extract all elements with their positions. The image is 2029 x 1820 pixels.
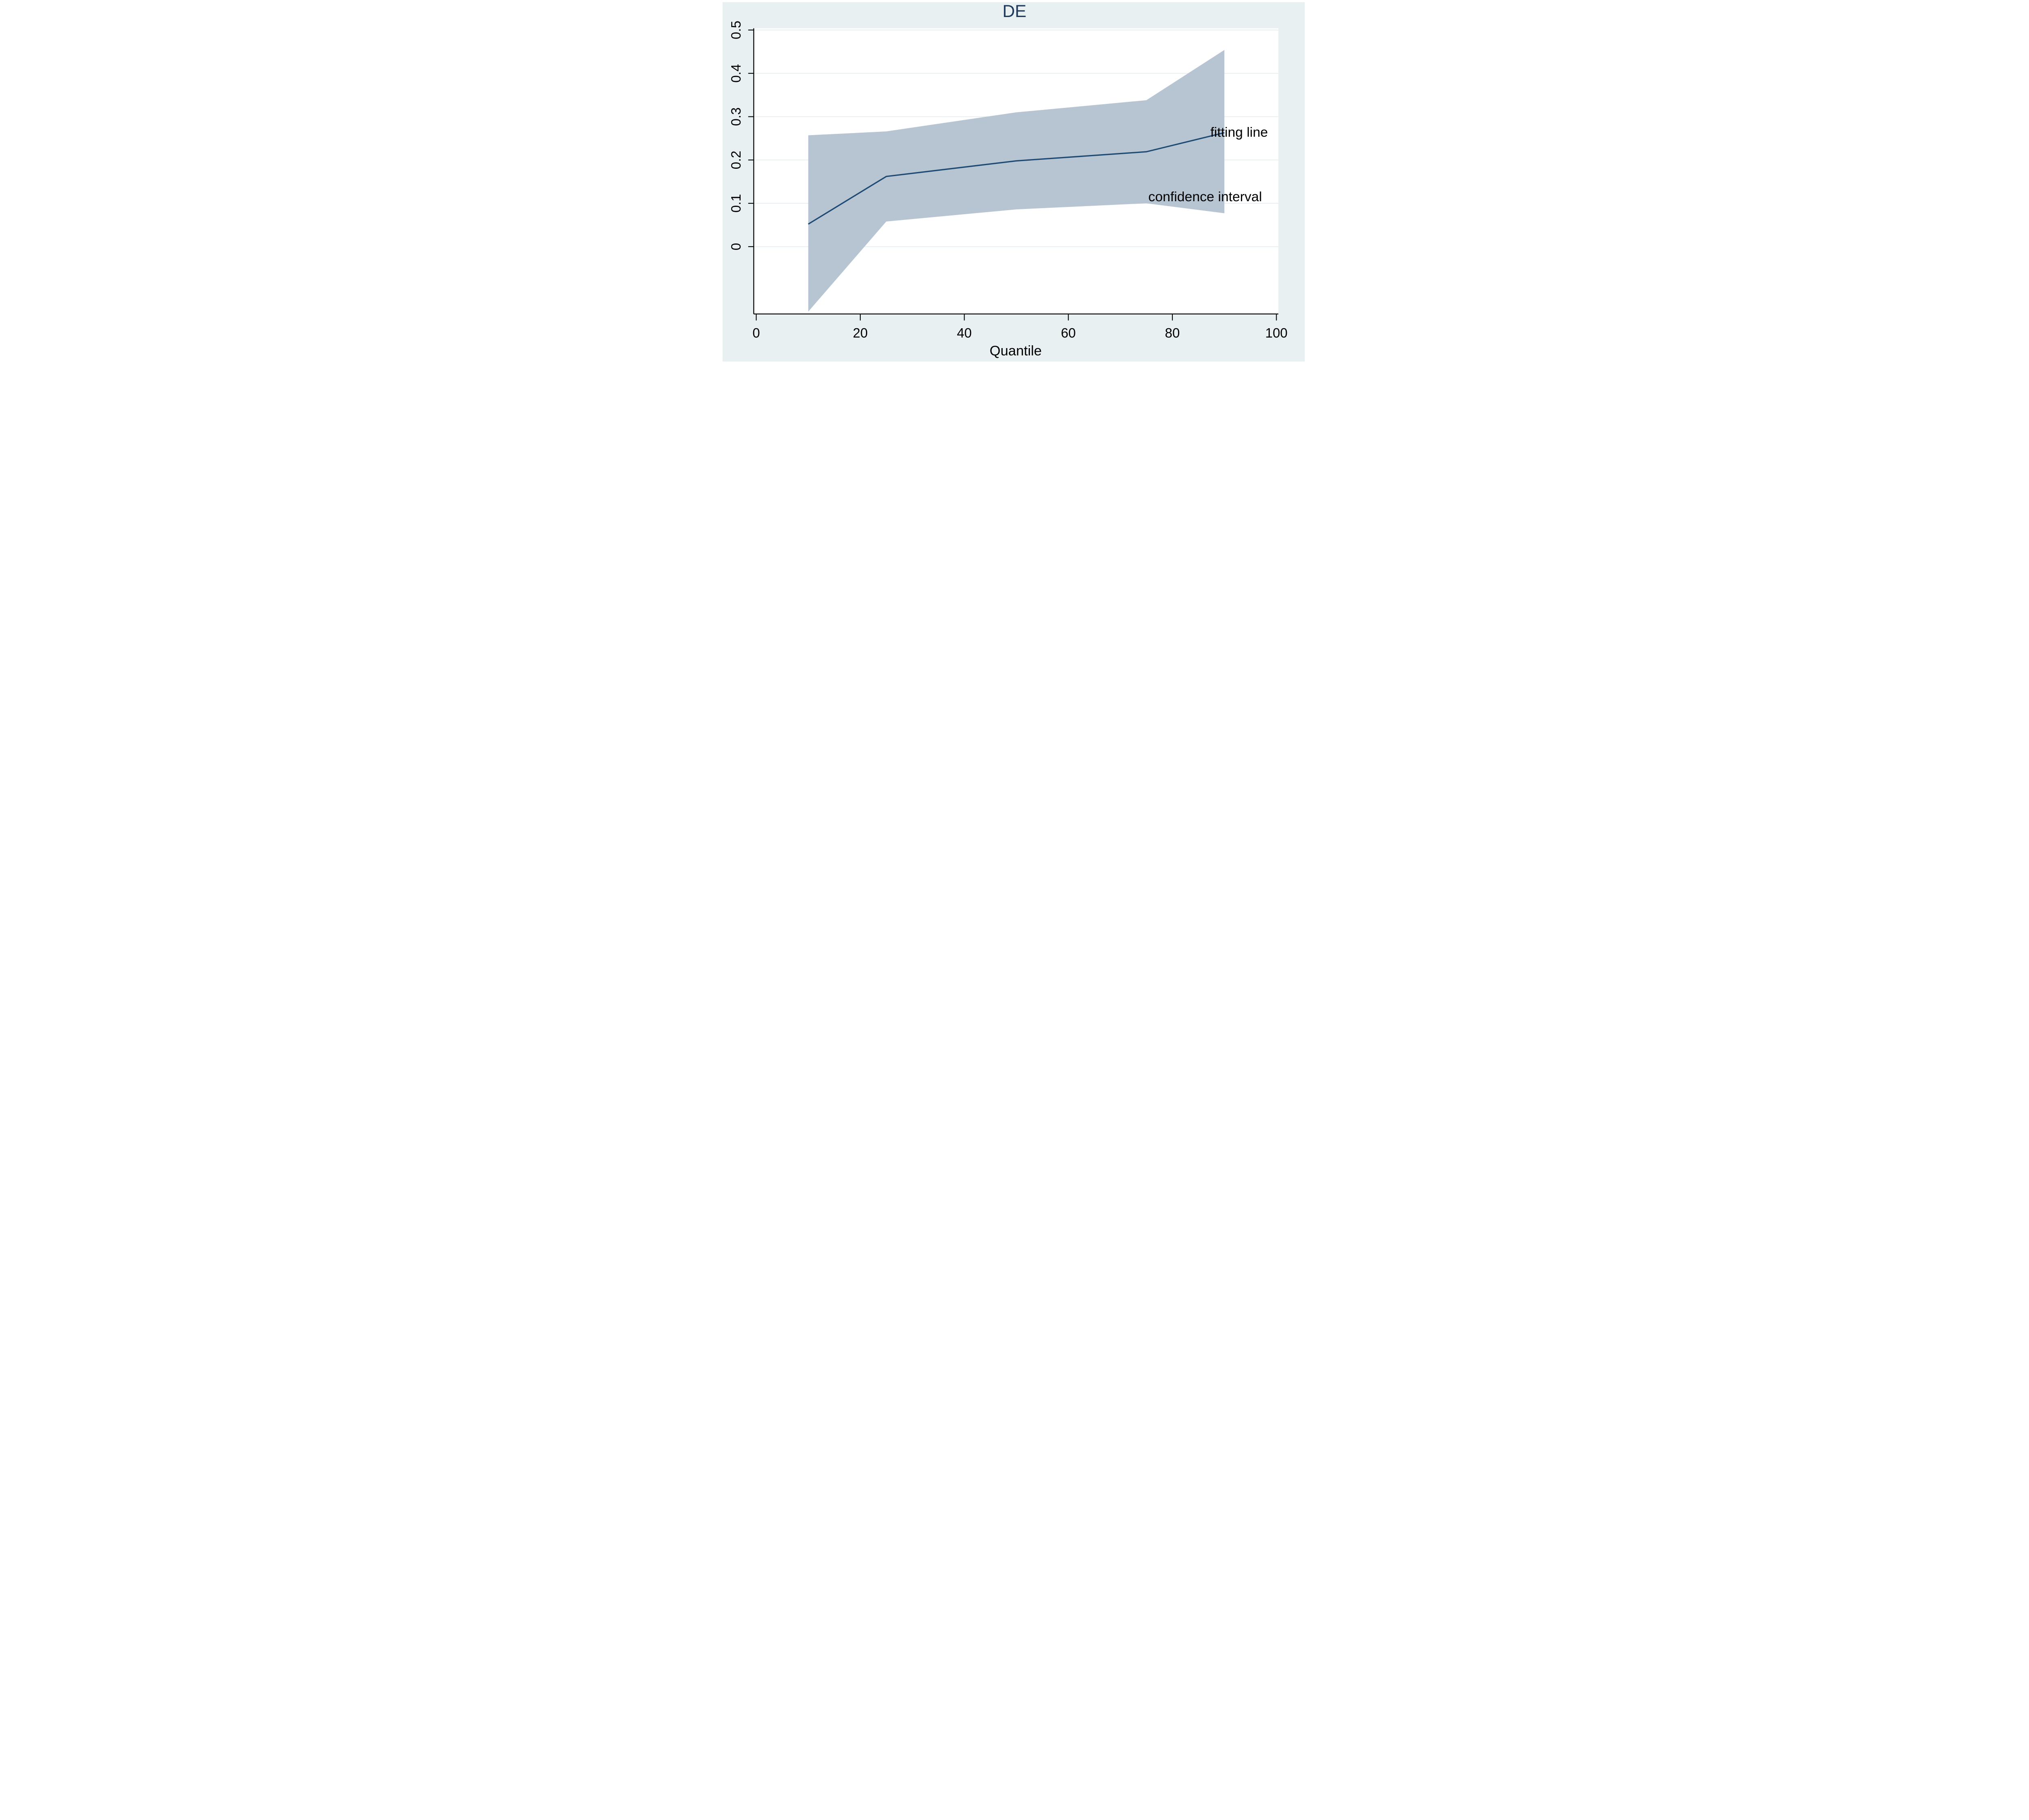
quantile-chart-svg: 0 0.1 0.2 0.3 0.4 0.5 0 20 40 60 80 100 DE Quantil… — [719, 0, 1310, 364]
y-axis-ticks — [748, 29, 754, 247]
x-axis-tick-labels: 0 20 40 60 80 100 — [752, 325, 1288, 340]
x-tick-label: 20 — [853, 325, 868, 340]
y-tick-label: 0.1 — [728, 194, 743, 213]
annotation-confidence-interval: confidence interval — [1148, 189, 1262, 204]
annotation-fitting-line: fitting line — [1210, 125, 1268, 140]
y-tick-label: 0.5 — [728, 21, 743, 39]
chart-title: DE — [1002, 2, 1026, 21]
fitting-line — [808, 132, 1225, 225]
x-axis-ticks — [756, 314, 1277, 321]
y-tick-label: 0.2 — [728, 151, 743, 169]
y-tick-label: 0.4 — [728, 64, 743, 83]
x-tick-label: 40 — [956, 325, 971, 340]
x-tick-label: 60 — [1061, 325, 1076, 340]
x-tick-label: 100 — [1265, 325, 1287, 340]
x-tick-label: 80 — [1165, 325, 1180, 340]
confidence-band — [808, 50, 1224, 312]
y-axis-tick-labels: 0 0.1 0.2 0.3 0.4 0.5 — [728, 21, 743, 250]
stata-graph-window: 0 0.1 0.2 0.3 0.4 0.5 0 20 40 60 80 100 DE Quantil… — [719, 0, 1310, 364]
x-tick-label: 0 — [752, 325, 760, 340]
y-tick-label: 0.3 — [728, 108, 743, 126]
x-axis-title: Quantile — [989, 343, 1041, 359]
axes — [753, 28, 1278, 315]
y-tick-label: 0 — [728, 243, 743, 250]
